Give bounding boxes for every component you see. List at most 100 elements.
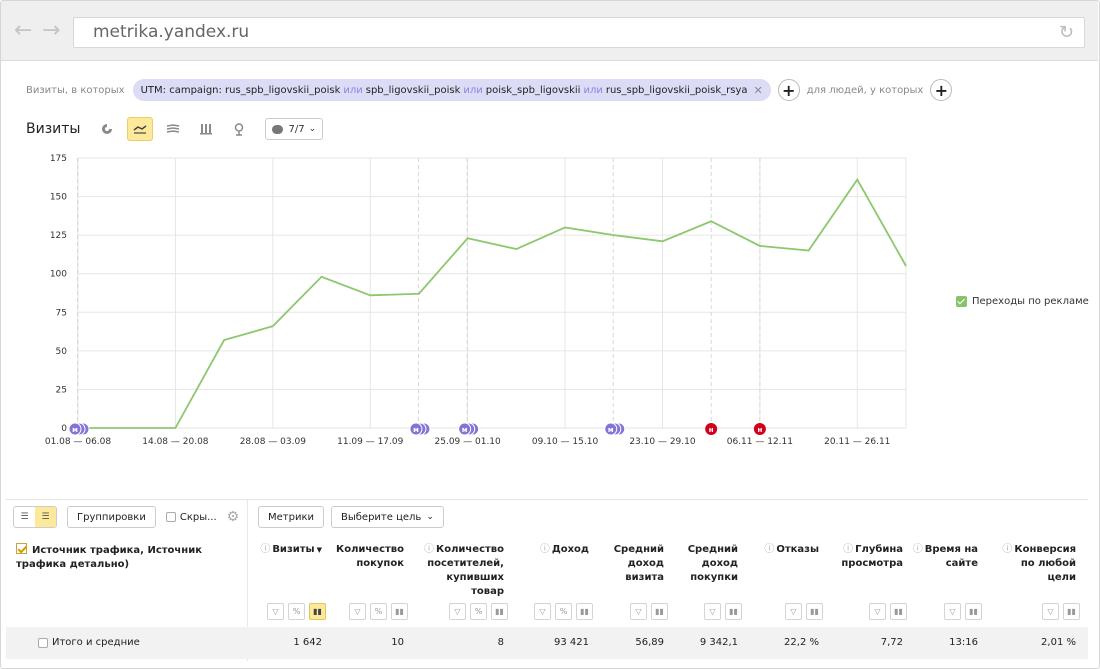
add-people-condition-button[interactable]: +: [930, 79, 953, 101]
column-header[interactable]: Средний доход визита: [599, 543, 664, 585]
column-header[interactable]: ⓘ Визиты ▼: [242, 543, 322, 557]
column-header[interactable]: ⓘ Количество посетителей, купивших товар: [414, 543, 504, 599]
y-tick-label: 175: [50, 154, 67, 164]
filter-icon[interactable]: ▽: [869, 603, 886, 620]
percent-icon[interactable]: %: [470, 603, 487, 620]
info-icon[interactable]: ⓘ: [539, 544, 550, 555]
info-icon[interactable]: ⓘ: [260, 544, 271, 555]
mini-bars-icon[interactable]: ▮▮: [651, 603, 668, 620]
back-arrow-icon[interactable]: ←: [14, 18, 33, 43]
filter-icon[interactable]: ▽: [267, 603, 284, 620]
chart-legend[interactable]: Переходы по рекламе: [956, 296, 1089, 307]
mini-bars-icon[interactable]: ▮▮: [309, 603, 326, 620]
filter-icon[interactable]: ▽: [1042, 603, 1059, 620]
filter-icon[interactable]: ▽: [449, 603, 466, 620]
filter-icon[interactable]: ▽: [534, 603, 551, 620]
mini-bars-icon[interactable]: ▮▮: [576, 603, 593, 620]
tree-view-icon[interactable]: ☰: [35, 507, 56, 527]
mini-bars-icon[interactable]: ▮▮: [725, 603, 742, 620]
mini-bars-icon[interactable]: ▮▮: [391, 603, 408, 620]
totals-label-cell: Итого и средние: [38, 637, 140, 648]
filter-icon[interactable]: ▽: [630, 603, 647, 620]
address-bar[interactable]: metrika.yandex.ru ↻: [73, 17, 1085, 48]
column-header[interactable]: ⓘ Доход: [519, 543, 589, 557]
metrics-button[interactable]: Метрики: [258, 506, 324, 528]
filter-icon[interactable]: ▽: [944, 603, 961, 620]
table-toolbar-right: Метрики Выберите цель ⌄: [258, 506, 451, 528]
y-tick-label: 100: [50, 270, 67, 280]
mini-bars-icon[interactable]: ▮▮: [965, 603, 982, 620]
info-icon[interactable]: ⓘ: [1002, 544, 1013, 555]
mini-bars-icon[interactable]: ▮▮: [806, 603, 823, 620]
data-point: [320, 276, 322, 278]
data-point: [418, 293, 420, 295]
filter-icon[interactable]: ▽: [349, 603, 366, 620]
mini-bars-icon[interactable]: ▮▮: [1063, 603, 1080, 620]
view-mode-toggle[interactable]: ☰ ☰: [13, 506, 57, 528]
mini-bars-icon[interactable]: ▮▮: [491, 603, 508, 620]
column-header[interactable]: Средний доход покупки: [673, 543, 738, 585]
checkbox-icon[interactable]: [165, 512, 176, 522]
legend-checkbox-icon[interactable]: [956, 296, 967, 307]
dimension-header[interactable]: Источник трафика, Источник трафика детал…: [16, 543, 241, 572]
column-header-label: Глубина просмотра: [841, 544, 903, 569]
column-header[interactable]: ⓘ Отказы: [749, 543, 819, 557]
data-point: [661, 240, 663, 242]
goal-select-label: Выберите цель: [341, 511, 422, 523]
info-icon[interactable]: ⓘ: [912, 544, 923, 555]
info-icon[interactable]: ⓘ: [764, 544, 775, 555]
y-tick-label: 150: [50, 193, 67, 203]
column-tools: ▽% ▮▮: [263, 603, 326, 620]
bar-chart-icon[interactable]: [193, 117, 219, 141]
chip-value: rus_spb_ligovskii_poisk_rsya: [605, 84, 748, 96]
column-header-label: Время на сайте: [924, 544, 978, 569]
pie-chart-icon[interactable]: [94, 117, 120, 141]
percent-icon[interactable]: %: [555, 603, 572, 620]
chevron-down-icon: ⌄: [426, 512, 434, 522]
column-tools: ▽ ▮▮: [700, 603, 742, 620]
chip-value: poisk_spb_ligovskii: [485, 84, 581, 96]
notes-dropdown[interactable]: 7/7 ⌄: [265, 118, 324, 140]
hide-label: Скры...: [179, 511, 217, 523]
info-icon[interactable]: ⓘ: [424, 544, 435, 555]
percent-icon[interactable]: %: [370, 603, 387, 620]
x-tick-label: 01.08 — 06.08: [45, 437, 112, 447]
x-tick-label: 06.11 — 12.11: [727, 437, 793, 447]
line-chart-icon[interactable]: [127, 117, 154, 141]
checked-checkbox-icon[interactable]: [16, 543, 27, 554]
column-header[interactable]: ⓘ Глубина просмотра: [831, 543, 903, 571]
groupings-button[interactable]: Группировки: [67, 506, 156, 528]
segment-chip[interactable]: UTM: campaign: rus_spb_ligovskii_poisk и…: [132, 79, 771, 101]
segment-filter-bar: Визиты, в которых UTM: campaign: rus_spb…: [26, 78, 953, 102]
column-header[interactable]: ⓘ Время на сайте: [910, 543, 978, 571]
plot-area: [77, 157, 907, 429]
list-view-icon[interactable]: ☰: [20, 512, 29, 522]
people-condition-label: для людей, у которых: [806, 84, 924, 96]
forward-arrow-icon[interactable]: →: [42, 18, 61, 43]
mini-bars-icon[interactable]: ▮▮: [890, 603, 907, 620]
column-tools: ▽ ▮▮: [865, 603, 907, 620]
column-header[interactable]: Количество покупок: [329, 543, 404, 571]
checkbox-icon[interactable]: [38, 637, 48, 648]
add-condition-button[interactable]: +: [777, 79, 800, 101]
percent-icon[interactable]: %: [288, 603, 305, 620]
x-tick-label: 11.09 — 17.09: [337, 437, 404, 447]
column-tools: ▽ ▮▮: [940, 603, 982, 620]
totals-row: Итого и средние 1 642 10 8 93 421 56,89 9 342…: [6, 627, 1088, 659]
column-header[interactable]: ⓘ Конверсия по любой цели: [998, 543, 1076, 585]
column-tools: ▽% ▮▮: [530, 603, 593, 620]
area-chart-icon[interactable]: [160, 117, 186, 141]
data-point: [223, 339, 225, 341]
note-icon: [68, 422, 82, 436]
hide-checkbox[interactable]: Скры...: [165, 511, 217, 523]
data-point: [174, 427, 176, 429]
remove-chip-icon[interactable]: ✕: [753, 83, 763, 97]
filter-icon[interactable]: ▽: [704, 603, 721, 620]
info-icon[interactable]: ⓘ: [843, 544, 854, 555]
map-pin-icon[interactable]: [226, 117, 252, 141]
filter-icon[interactable]: ▽: [785, 603, 802, 620]
goal-select[interactable]: Выберите цель ⌄: [331, 506, 444, 528]
gear-icon[interactable]: ⚙: [226, 509, 240, 525]
sort-desc-icon[interactable]: ▼: [316, 546, 322, 554]
reload-icon[interactable]: ↻: [1058, 22, 1074, 43]
